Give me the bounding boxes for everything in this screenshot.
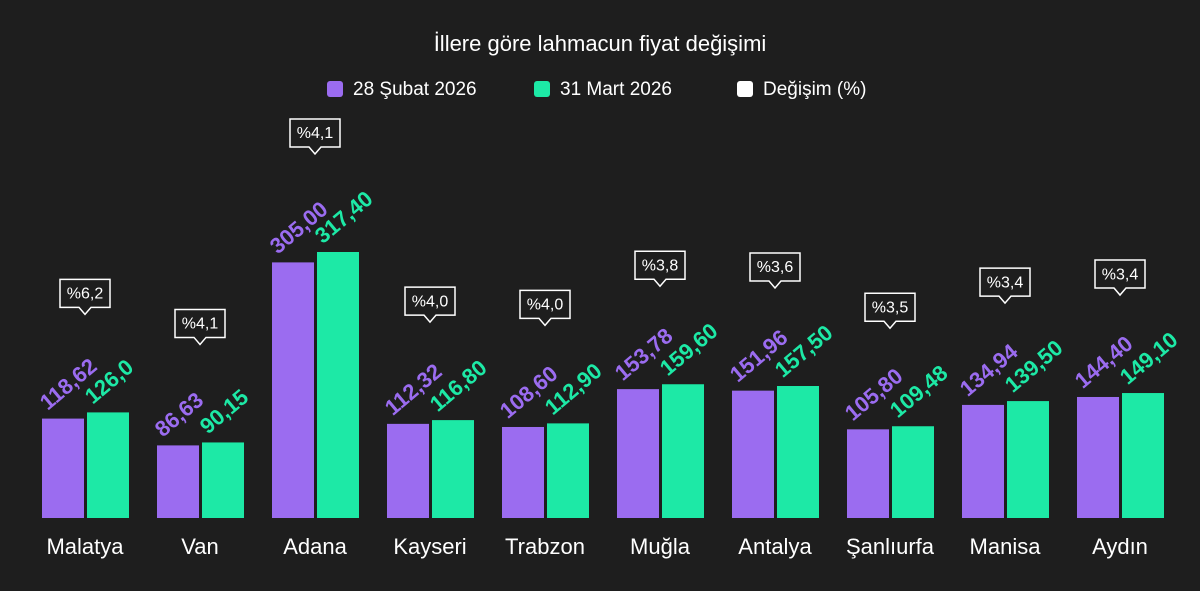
legend-swatch [737,81,753,97]
bar [962,404,1004,518]
bar [547,423,589,518]
x-tick-label: Kayseri [393,534,466,559]
x-tick-label: Adana [283,534,347,559]
callout-box [1094,259,1146,297]
bar [432,420,474,518]
x-tick-label: Malatya [46,534,124,559]
x-tick-label: Van [181,534,219,559]
bar [892,426,934,518]
callout-box [634,250,686,288]
legend-label: Değişim (%) [763,79,866,100]
callout-box [174,308,226,346]
callout-box [864,292,916,330]
bar [1077,396,1119,518]
callout-box [979,267,1031,305]
change-label: %4,1 [182,316,219,333]
bar [87,412,129,518]
x-tick-label: Trabzon [505,534,585,559]
x-tick-label: Muğla [630,534,691,559]
change-label: %3,4 [1102,266,1139,283]
legend-label: 28 Şubat 2026 [353,79,477,100]
x-tick-label: Şanlıurfa [846,534,935,559]
legend-label: 31 Mart 2026 [560,79,672,100]
bar [157,445,199,518]
change-label: %3,4 [987,274,1024,291]
callout-box [404,286,456,324]
bar [847,429,889,518]
x-tick-label: Aydın [1092,534,1148,559]
bar [317,252,359,518]
legend-swatch [534,81,550,97]
change-label: %4,1 [297,125,334,142]
change-label: %3,6 [757,259,794,276]
bar [617,389,659,518]
change-label: %3,8 [642,257,679,274]
bar [272,262,314,518]
bar [1007,401,1049,518]
callout-box [749,252,801,290]
change-label: %6,2 [67,286,104,303]
bar [777,386,819,518]
change-label: %4,0 [412,293,449,310]
change-label: %4,0 [527,297,564,314]
callout-box [59,278,111,316]
x-tick-label: Manisa [970,534,1042,559]
change-label: %3,5 [872,299,909,316]
bar [42,418,84,518]
bar [202,442,244,518]
bar [502,426,544,518]
bar [662,384,704,518]
callout-box [289,118,341,156]
chart-title: İllere göre lahmacun fiyat değişimi [434,31,767,56]
bar [387,423,429,518]
legend-swatch [327,81,343,97]
bar [732,390,774,518]
bar [1122,393,1164,518]
callout-box [519,289,571,327]
x-tick-label: Antalya [738,534,812,559]
